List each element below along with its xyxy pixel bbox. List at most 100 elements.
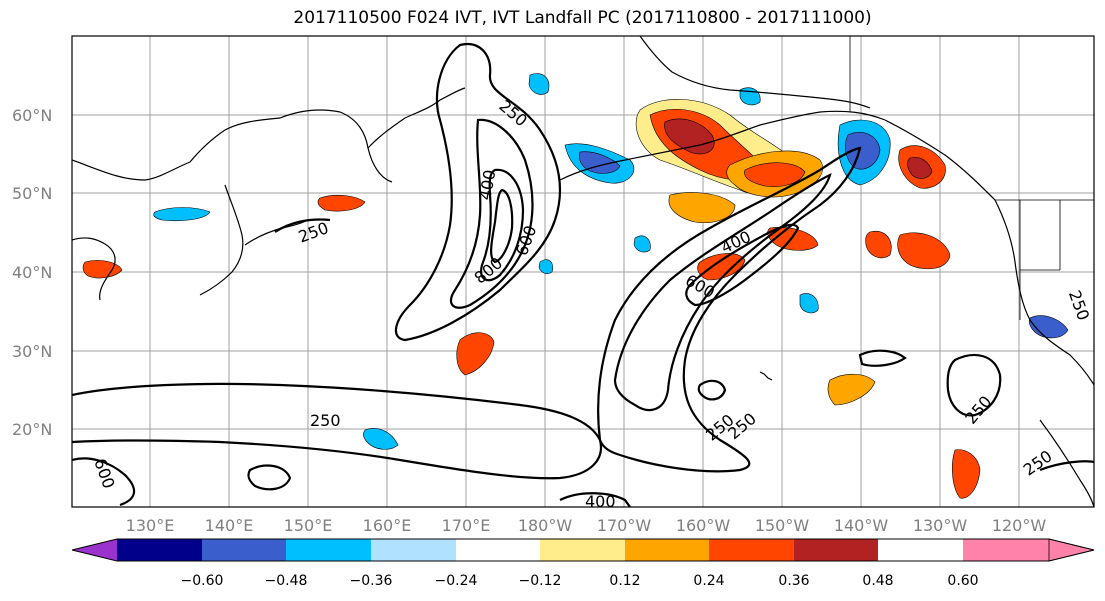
contour-250-south-band xyxy=(72,382,603,480)
shade-neg-3 xyxy=(1028,315,1069,339)
pc-shading xyxy=(82,73,1069,499)
contour-250-hawaii xyxy=(946,353,1002,417)
colorbar-segment xyxy=(794,539,878,561)
contour-600-east-jet xyxy=(685,223,800,307)
colorbar-tick-label: −0.12 xyxy=(519,573,562,589)
political-borders xyxy=(849,36,1094,320)
contour-400-south xyxy=(559,492,631,507)
contour-250-small-1 xyxy=(697,379,727,401)
contour-250-small-2 xyxy=(858,349,907,367)
colorbar-tick-label: 0.12 xyxy=(609,573,640,589)
shade-gulf-neg-2 xyxy=(845,131,881,170)
shade-neg-8 xyxy=(528,73,550,95)
shade-neg-5 xyxy=(633,235,651,253)
contour-250-baja xyxy=(1039,460,1094,472)
contour-label: 400 xyxy=(585,492,616,511)
colorbar-segment xyxy=(371,539,456,561)
lat-label: 50°N xyxy=(12,184,52,203)
colorbar-segment xyxy=(540,539,625,561)
shade-gulf-pos-2 xyxy=(744,162,806,187)
map-title: 2017110500 F024 IVT, IVT Landfall PC (20… xyxy=(293,8,872,28)
shade-neg-4 xyxy=(799,293,819,314)
lon-label: 160°W xyxy=(676,516,731,535)
coastlines xyxy=(72,36,1094,507)
shade-pnw-2 xyxy=(897,232,951,270)
colorbar-ticks: −0.60 −0.48 −0.36 −0.24 −0.12 0.12 0.24 … xyxy=(181,573,979,589)
lon-label: 140°E xyxy=(205,516,254,535)
colorbar-segment xyxy=(1048,538,1095,562)
shade-alaska-3 xyxy=(664,118,715,155)
colorbar-segment xyxy=(709,539,794,561)
shade-mid-2 xyxy=(456,332,495,376)
shade-china xyxy=(82,260,123,279)
colorbar-tick-label: −0.36 xyxy=(350,573,393,589)
lon-label: 180°W xyxy=(518,516,573,535)
colorbar-tick-label: −0.24 xyxy=(435,573,478,589)
shade-mid-3 xyxy=(827,373,876,406)
shade-pnw-3 xyxy=(668,192,736,223)
shade-bering-neg-2 xyxy=(578,151,621,174)
lon-label: 150°W xyxy=(755,516,810,535)
colorbar-tick-label: 0.60 xyxy=(947,573,978,589)
coast-japan xyxy=(199,184,244,296)
contour-400-east-jet xyxy=(613,172,832,412)
coast-hawaii xyxy=(759,371,773,381)
shade-japan xyxy=(317,194,366,212)
contour-250-small-3 xyxy=(247,464,292,491)
lat-label: 30°N xyxy=(12,342,52,361)
shade-neg-1 xyxy=(153,207,211,222)
colorbar-tick-label: −0.48 xyxy=(265,573,308,589)
coast-alaska-north xyxy=(639,36,871,109)
lat-label: 20°N xyxy=(12,420,52,439)
shade-neg-6 xyxy=(538,259,553,274)
lon-label: 130°E xyxy=(126,516,175,535)
colorbar-segment xyxy=(286,539,371,561)
longitude-labels: 130°E 140°E 150°E 160°E 170°E 180°W 170°… xyxy=(126,516,1047,535)
map-frame xyxy=(71,35,1095,508)
coast-kamchatka xyxy=(367,87,466,149)
lat-label: 60°N xyxy=(12,106,52,125)
colorbar-segment xyxy=(963,539,1049,561)
lon-label: 160°E xyxy=(363,516,412,535)
contour-label: 250 xyxy=(310,411,341,430)
coast-nwcoast xyxy=(884,119,1094,386)
shade-mid-4 xyxy=(951,449,981,499)
lon-label: 140°W xyxy=(834,516,889,535)
colorbar-outline xyxy=(71,538,1095,562)
lon-label: 170°E xyxy=(442,516,491,535)
contour-400-west-jet xyxy=(449,118,534,309)
shade-bc-2 xyxy=(907,157,933,179)
shade-neg-2 xyxy=(363,428,399,450)
colorbar-tick-label: −0.60 xyxy=(181,573,224,589)
shade-pnw-1 xyxy=(865,230,892,259)
colorbar: −0.60 −0.48 −0.36 −0.24 −0.12 0.12 0.24 … xyxy=(71,538,1095,589)
coast-mexico xyxy=(1039,419,1094,507)
contour-250-south-2 xyxy=(72,457,136,507)
ivt-contours xyxy=(72,42,1094,507)
lon-label: 130°W xyxy=(913,516,968,535)
contour-250-japan xyxy=(274,218,331,233)
contour-600-west-jet xyxy=(480,168,525,282)
colorbar-segment xyxy=(72,539,117,561)
lat-label: 40°N xyxy=(12,263,52,282)
colorbar-tick-label: 0.36 xyxy=(778,573,809,589)
colorbar-tick-label: 0.24 xyxy=(693,573,724,589)
colorbar-segment xyxy=(625,539,709,561)
coast-korea xyxy=(72,237,116,301)
colorbar-segment xyxy=(456,539,540,561)
colorbar-segment xyxy=(117,539,202,561)
shade-mid-1 xyxy=(697,253,746,281)
coast-asia xyxy=(72,109,393,183)
lon-label: 150°E xyxy=(284,516,333,535)
colorbar-tick-label: 0.48 xyxy=(862,573,893,589)
lon-label: 120°W xyxy=(992,516,1047,535)
colorbar-segments xyxy=(117,539,1049,561)
contour-250-east-jet xyxy=(597,146,862,473)
contour-800-west-jet xyxy=(490,188,514,264)
colorbar-segment xyxy=(202,539,286,561)
lon-label: 170°W xyxy=(597,516,652,535)
coast-alaska xyxy=(559,110,886,181)
latitude-labels: 60°N 50°N 40°N 30°N 20°N xyxy=(12,106,52,439)
contour-250-west-jet xyxy=(394,42,562,342)
